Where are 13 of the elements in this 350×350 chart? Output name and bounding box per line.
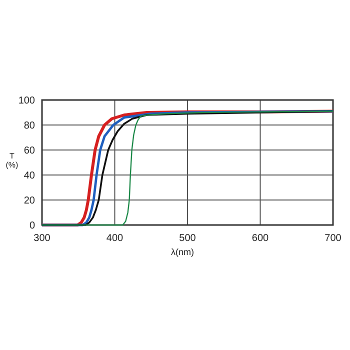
x-tick-label: 700 [324, 233, 342, 244]
x-tick-label: 500 [179, 233, 196, 244]
y-tick-label: 20 [24, 196, 36, 206]
x-tick-label: 300 [34, 233, 51, 244]
y-tick-label: 60 [24, 146, 36, 156]
y-tick-label: 40 [24, 170, 36, 182]
x-axis-title: λ(nm) [171, 247, 194, 257]
y-tick-label: 80 [24, 120, 36, 132]
x-tick-label: 400 [106, 233, 124, 244]
y-axis-title: T (%) [6, 152, 19, 170]
y-tick-label: 100 [18, 96, 36, 106]
y-tick-label: 0 [29, 220, 36, 232]
x-tick-label: 600 [252, 233, 270, 244]
